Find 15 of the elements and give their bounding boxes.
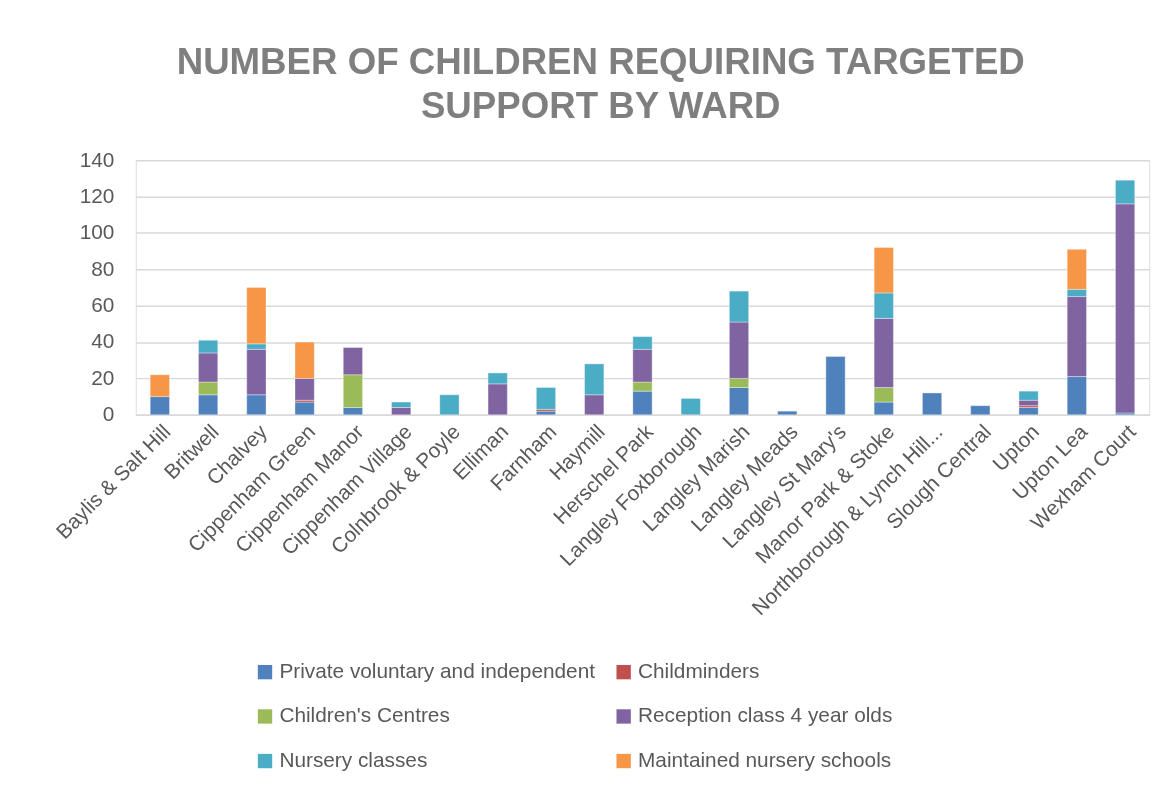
legend-label: Maintained nursery schools	[638, 747, 892, 771]
legend-label: Private voluntary and independent	[279, 659, 596, 683]
y-tick-label: 100	[79, 220, 115, 244]
y-tick-label: 80	[91, 256, 115, 280]
y-tick-label: 0	[102, 402, 115, 426]
legend-label: Nursery classes	[279, 747, 428, 771]
chart-title: NUMBER OF CHILDREN REQUIRING TARGETED SUPPORT BY WARD	[176, 40, 1025, 126]
y-tick-label: 60	[91, 293, 115, 317]
legend-label: Reception class 4 year olds	[638, 703, 893, 727]
y-tick-label: 140	[79, 147, 115, 171]
legend-label: Childminders	[638, 659, 760, 683]
y-tick-label: 120	[79, 183, 115, 207]
legend-label: Children's Centres	[279, 703, 450, 727]
y-tick-label: 40	[91, 329, 115, 353]
y-tick-label: 20	[91, 365, 115, 389]
